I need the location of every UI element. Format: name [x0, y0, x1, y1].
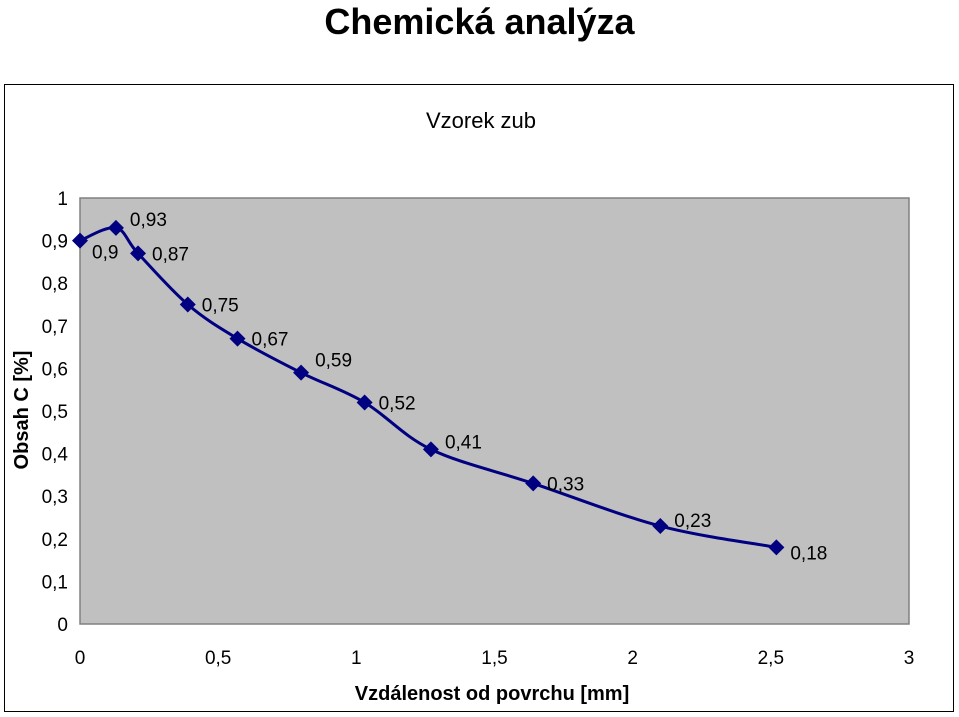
data-label: 0,75	[202, 296, 239, 317]
data-point	[130, 245, 147, 262]
x-tick-label: 2	[627, 648, 638, 669]
y-tick-label: 1	[57, 189, 68, 210]
data-point	[525, 475, 542, 492]
data-label: 0,87	[152, 244, 189, 265]
x-tick-label: 1,5	[481, 648, 507, 669]
data-label: 0,23	[674, 511, 711, 532]
data-point	[229, 330, 246, 347]
x-tick-label: 2,5	[758, 648, 784, 669]
data-point	[422, 441, 439, 458]
y-tick-label: 0,1	[42, 572, 68, 593]
y-tick-label: 0,5	[42, 402, 68, 423]
page-title: Chemická analýza	[324, 1, 635, 42]
data-label: 0,93	[130, 210, 167, 231]
chart-title: Vzorek zub	[426, 108, 536, 133]
data-label: 0,41	[445, 432, 482, 453]
x-axis-label: Vzdálenost od povrchu [mm]	[355, 683, 629, 705]
x-tick-label: 0	[75, 648, 86, 669]
data-label: 0,9	[92, 243, 118, 264]
data-point	[179, 296, 196, 313]
x-tick-label: 0,5	[205, 648, 231, 669]
y-tick-label: 0,7	[42, 317, 68, 338]
plot-area	[79, 197, 910, 625]
y-tick-label: 0	[57, 615, 68, 636]
data-label: 0,52	[379, 393, 416, 414]
data-point	[356, 394, 373, 411]
data-label: 0,18	[790, 543, 827, 564]
chart: Vzorek zub Vzdálenost od povrchu [mm] Ob…	[11, 108, 915, 705]
y-axis-label: Obsah C [%]	[11, 351, 33, 470]
x-tick-label: 3	[904, 648, 915, 669]
chart-frame: Vzorek zub Vzdálenost od povrchu [mm] Ob…	[4, 84, 954, 712]
y-tick-label: 0,9	[42, 232, 68, 253]
data-label: 0,33	[547, 474, 584, 495]
x-tick-label: 1	[351, 648, 362, 669]
data-point	[107, 219, 124, 236]
y-tick-label: 0,6	[42, 359, 68, 380]
data-point	[72, 232, 88, 249]
y-tick-label: 0,2	[42, 530, 68, 551]
y-tick-label: 0,3	[42, 487, 68, 508]
y-tick-label: 0,8	[42, 274, 68, 295]
data-point	[768, 539, 785, 556]
data-point	[293, 364, 310, 381]
data-label: 0,67	[252, 330, 289, 351]
data-label: 0,59	[315, 351, 352, 372]
data-point	[652, 518, 669, 535]
y-tick-label: 0,4	[42, 445, 69, 466]
